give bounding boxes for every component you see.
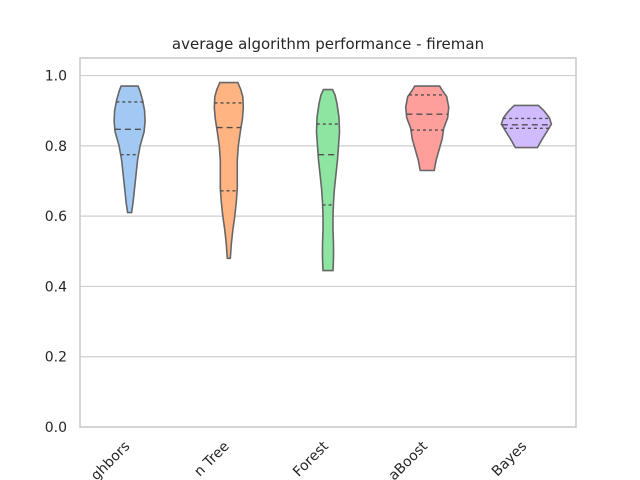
violin-body [404,85,450,172]
violin-group [404,85,450,172]
y-tick-label: 0.0 [45,420,67,436]
violin-group [315,88,341,272]
y-tick-label: 0.2 [45,350,67,366]
violin-body [213,81,245,260]
violin-group [213,81,245,260]
x-axis-ticks: ghbors n Tree Forest aBoost Bayes [88,438,530,480]
y-tick-label: 1.0 [45,69,67,85]
violin-body [113,85,146,214]
x-tick-label: aBoost [386,438,432,480]
x-tick-label: ghbors [88,439,133,480]
chart-title: average algorithm performance - fireman [172,35,484,53]
violin-body [500,104,553,149]
violin-group [113,85,146,214]
y-axis-ticks: 0.0 0.2 0.4 0.6 0.8 1.0 [45,69,67,436]
violins [113,81,553,272]
y-tick-label: 0.4 [45,279,67,295]
x-tick-label: Forest [290,438,332,480]
violin-group [500,104,553,149]
x-tick-label: Bayes [489,439,530,480]
y-tick-label: 0.8 [45,139,67,155]
x-tick-label: n Tree [191,439,232,480]
y-tick-label: 0.6 [45,209,67,225]
violin-body [315,88,341,272]
plot-frame [79,57,577,428]
